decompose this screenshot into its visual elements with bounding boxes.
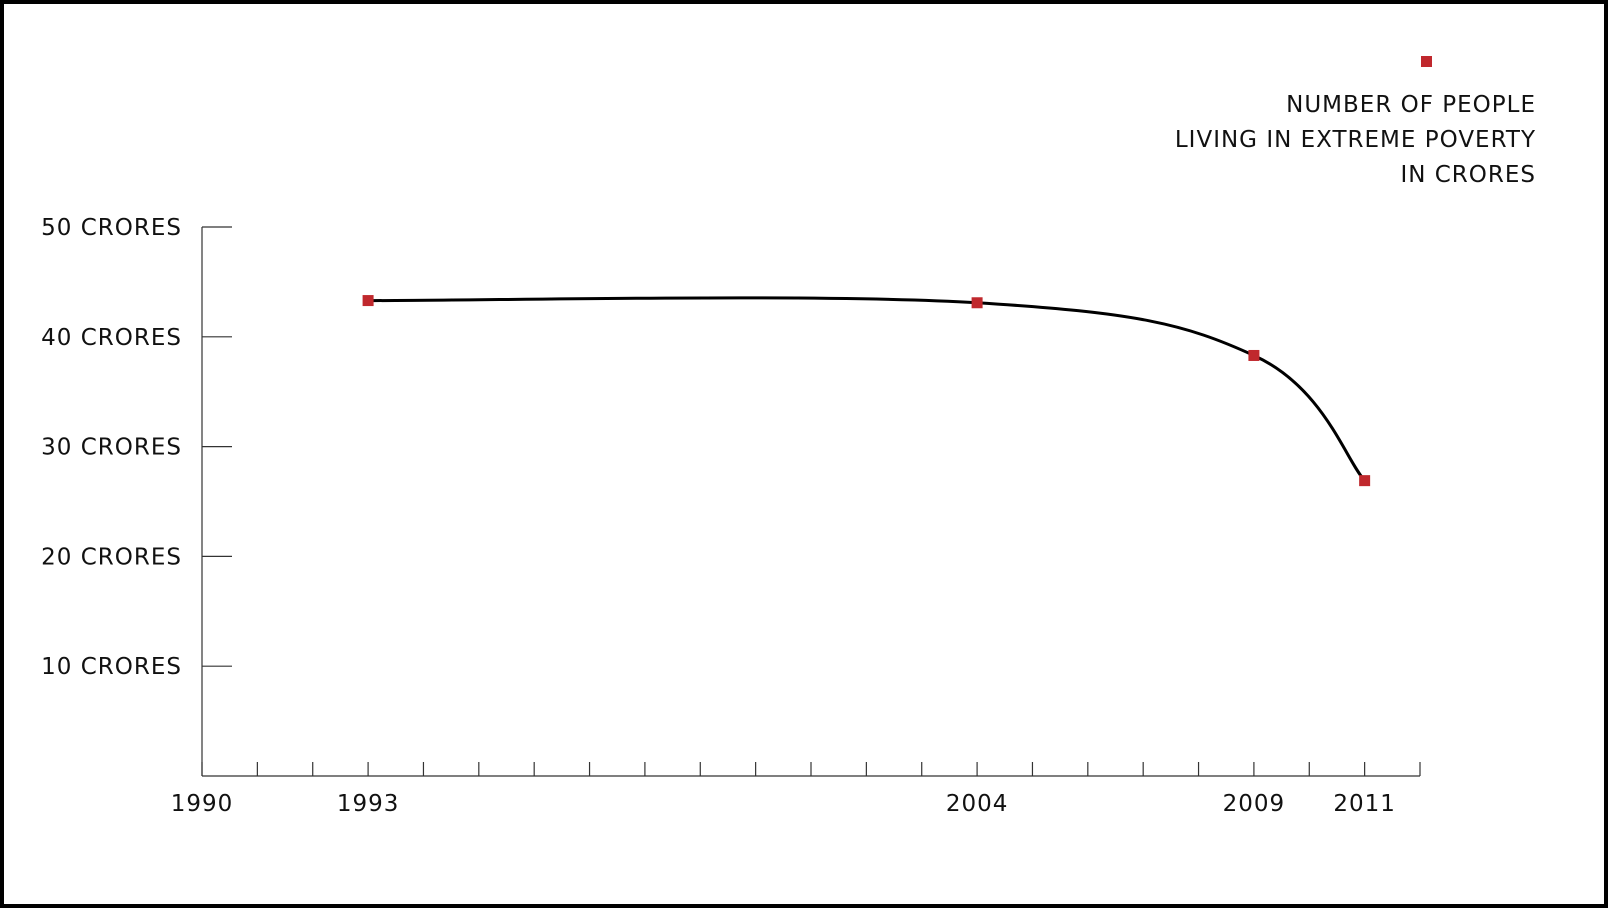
- legend-marker: [1421, 56, 1432, 67]
- axes-group: [201, 227, 1420, 777]
- y-ticks-group: 10 CRORES 20 CRORES 30 CRORES 40 CRORES 50 C…: [41, 215, 232, 680]
- data-point-2004: [971, 297, 983, 309]
- x-tick-label: 2009: [1223, 791, 1286, 817]
- data-point-2011: [1359, 475, 1371, 487]
- x-ticks-group: 1990 1993 2004 2009 2011: [171, 762, 1421, 817]
- y-tick-label: 40 CRORES: [41, 325, 182, 351]
- series-line: [366, 296, 1367, 483]
- y-tick-label: 10 CRORES: [41, 654, 182, 680]
- y-tick-label: 50 CRORES: [41, 215, 182, 241]
- x-tick-label: 1993: [337, 791, 400, 817]
- legend: NUMBER OF PEOPLE LIVING IN EXTREME POVER…: [1175, 56, 1536, 188]
- x-tick-label: 1990: [171, 791, 234, 817]
- y-tick-label: 20 CRORES: [41, 544, 182, 570]
- y-tick-label: 30 CRORES: [41, 435, 182, 461]
- data-point-2009: [1248, 349, 1260, 361]
- data-points-group: [362, 295, 1371, 487]
- legend-label-line: IN CRORES: [1400, 162, 1536, 188]
- legend-label-line: LIVING IN EXTREME POVERTY: [1175, 127, 1536, 153]
- data-point-1993: [362, 295, 374, 307]
- x-tick-label: 2011: [1333, 791, 1396, 817]
- x-tick-label: 2004: [946, 791, 1009, 817]
- legend-label-line: NUMBER OF PEOPLE: [1286, 92, 1536, 118]
